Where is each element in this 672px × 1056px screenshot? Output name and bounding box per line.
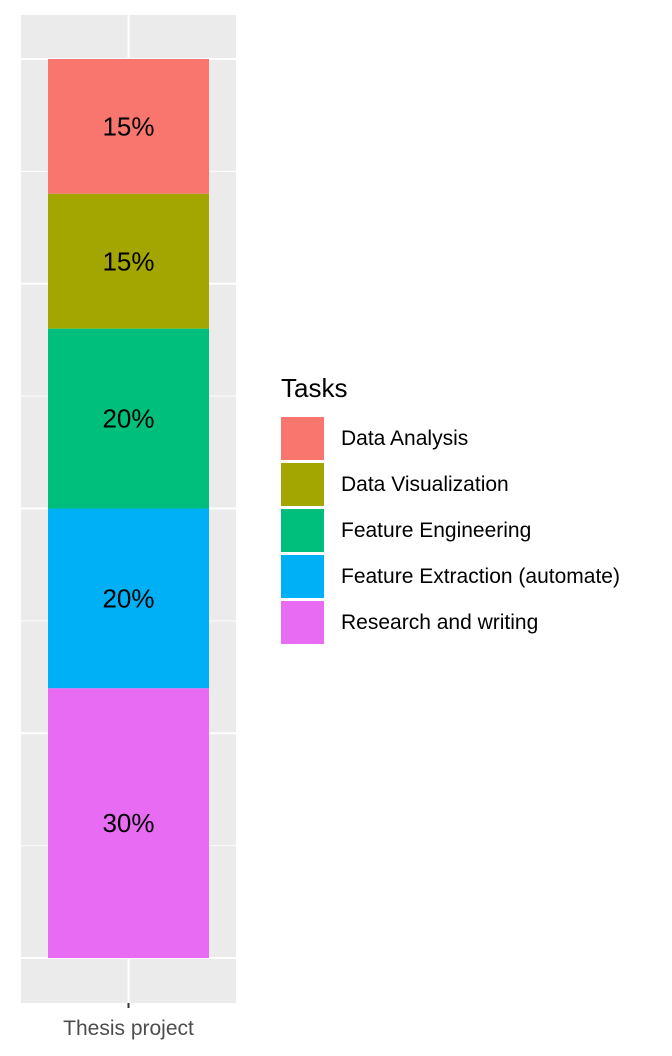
legend-key-feature-engineering	[281, 509, 324, 552]
segment-labels: 15% 15% 20% 20% 30%	[102, 111, 154, 838]
legend-label-research-and-writing: Research and writing	[341, 611, 538, 634]
bar-segment-feature-engineering	[48, 328, 209, 509]
legend-key-research-and-writing	[281, 601, 324, 644]
segment-label-data-visualization: 15%	[102, 246, 154, 276]
x-axis: Thesis project	[63, 1003, 194, 1040]
stacked-bar	[48, 59, 209, 958]
legend-key-data-analysis	[281, 417, 324, 460]
legend: Tasks Data Analysis Data Visualization Feat…	[281, 373, 620, 644]
legend-label-data-analysis: Data Analysis	[341, 427, 468, 450]
bar-segment-data-visualization	[48, 193, 209, 329]
x-axis-tick-label: Thesis project	[63, 1017, 194, 1040]
segment-label-research-and-writing: 30%	[102, 808, 154, 838]
bar-segment-feature-extraction-automate	[48, 508, 209, 689]
segment-label-data-analysis: 15%	[102, 111, 154, 141]
legend-label-feature-extraction-automate: Feature Extraction (automate)	[341, 565, 620, 588]
legend-label-feature-engineering: Feature Engineering	[341, 519, 531, 542]
legend-label-data-visualization: Data Visualization	[341, 473, 509, 496]
legend-title: Tasks	[281, 373, 347, 403]
segment-label-feature-engineering: 20%	[102, 404, 154, 434]
bar-segment-research-and-writing	[48, 688, 209, 958]
legend-key-data-visualization	[281, 463, 324, 506]
bar-segment-data-analysis	[48, 59, 209, 194]
legend-key-feature-extraction-automate	[281, 555, 324, 598]
segment-label-feature-extraction-automate: 20%	[102, 583, 154, 613]
